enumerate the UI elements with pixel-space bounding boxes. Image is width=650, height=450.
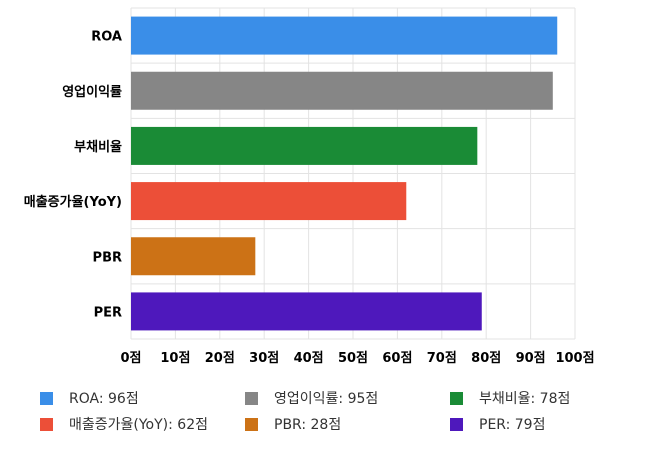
bar (131, 16, 558, 55)
legend-label: 부채비율: 78점 (479, 391, 571, 407)
x-tick-label: 30점 (249, 351, 279, 366)
legend-label: PBR: 28점 (274, 417, 342, 433)
x-tick-label: 80점 (471, 351, 501, 366)
legend-item-debt-ratio[interactable]: 부채비율: 78점 (450, 388, 570, 408)
legend-swatch (40, 391, 53, 405)
legend-label: PER: 79점 (479, 417, 546, 433)
bar (131, 71, 553, 110)
x-tick-label: 60점 (382, 351, 412, 366)
grid-lines (130, 7, 576, 340)
x-tick-label: 50점 (338, 351, 368, 366)
category-label: 매출증가율(YoY) (24, 194, 122, 210)
x-tick-label: 20점 (205, 351, 235, 366)
x-tick-label: 0점 (120, 351, 141, 366)
x-tick-label: 90점 (516, 351, 546, 366)
x-tick-labels: 0점 10점 20점 30점 40점 50점 60점 70점 80점 90점 100점 (120, 351, 594, 366)
x-tick-label: 10점 (160, 351, 190, 366)
legend-item-per[interactable]: PER: 79점 (450, 414, 545, 434)
x-tick-label: 40점 (294, 351, 324, 366)
category-label: 부채비율 (74, 139, 122, 155)
legend-item-sales-growth[interactable]: 매출증가율(YoY): 62점 (40, 414, 208, 434)
x-tick-label: 100점 (555, 351, 594, 366)
legend-label: 영업이익률: 95점 (274, 391, 379, 407)
category-label: 영업이익률 (62, 84, 122, 100)
legend-swatch (245, 391, 258, 405)
bar (131, 292, 482, 331)
bar (131, 237, 256, 276)
category-label: PBR (93, 250, 122, 265)
bar (131, 182, 407, 221)
category-label: ROA (91, 30, 122, 45)
legend-item-operating-margin[interactable]: 영업이익률: 95점 (245, 388, 378, 408)
category-label: PER (94, 305, 122, 320)
legend-label: ROA: 96점 (69, 391, 139, 407)
legend-swatch (450, 417, 463, 431)
legend-item-pbr[interactable]: PBR: 28점 (245, 414, 341, 434)
legend-swatch (450, 391, 463, 405)
bar (131, 126, 478, 165)
legend-swatch (40, 417, 53, 431)
legend-label: 매출증가율(YoY): 62점 (69, 417, 208, 433)
legend-swatch (245, 417, 258, 431)
bars (131, 16, 558, 331)
legend-item-roa[interactable]: ROA: 96점 (40, 388, 139, 408)
x-tick-label: 70점 (427, 351, 457, 366)
